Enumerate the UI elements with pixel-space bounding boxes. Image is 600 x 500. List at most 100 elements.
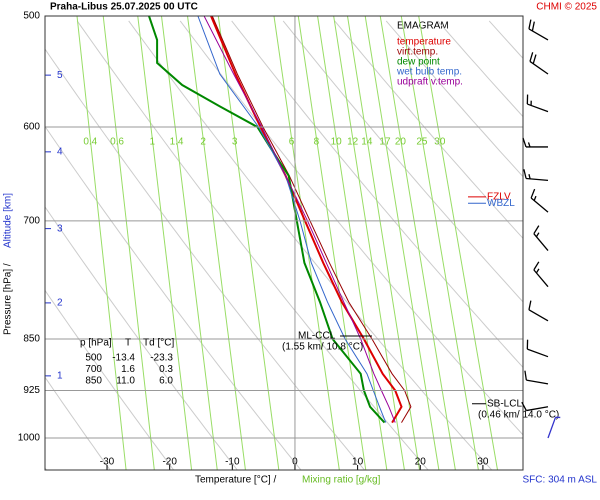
wind-barb <box>532 54 537 64</box>
x-axis-label: Temperature [°C] / <box>195 475 276 486</box>
wind-barb <box>522 137 527 148</box>
y-tick-label: 850 <box>23 334 40 345</box>
mixing-ratio-label: 12 <box>347 137 359 148</box>
y2-axis-label: Altitude [km] <box>3 193 14 248</box>
table-header: Td [°C] <box>143 338 174 349</box>
altitude-tick-label: 3 <box>57 223 63 234</box>
mixing-ratio-line <box>187 16 246 470</box>
annotation-detail: (1.55 km/ 10.8 °C) <box>282 342 363 353</box>
profile-line <box>210 16 403 424</box>
profile-line <box>203 16 396 423</box>
mixing-ratio-label: 10 <box>331 137 343 148</box>
dry-adiabat <box>541 21 600 470</box>
wind-staff <box>526 406 549 412</box>
legend-entry: dew point <box>397 57 440 68</box>
wind-staff <box>526 379 549 385</box>
mixing-ratio-label: 20 <box>395 137 407 148</box>
mixing-ratio-line <box>317 16 388 470</box>
profile-line <box>211 16 412 423</box>
footer: SFC: 304 m ASL <box>523 475 598 486</box>
plot-frame <box>44 15 524 471</box>
x-tick-label: 0 <box>292 457 298 468</box>
wind-staff <box>527 103 549 113</box>
mixing-ratio-label: 0.6 <box>110 137 124 148</box>
wind-staff <box>528 309 549 322</box>
credit: CHMI © 2025 <box>536 2 597 13</box>
table-header: p [hPa] <box>80 338 112 349</box>
mixing-ratio-label: 3 <box>232 137 238 148</box>
dry-adiabat <box>385 20 523 178</box>
mixing-ratio-label: 30 <box>434 137 446 148</box>
wind-barb <box>533 261 540 271</box>
mixing-ratio-line <box>217 16 280 470</box>
dry-adiabat <box>45 125 302 470</box>
legend-entry: udpraft v.temp. <box>397 77 463 88</box>
profile-line <box>197 16 387 423</box>
table-cell: 1.6 <box>121 364 135 375</box>
altitude-tick-label: 5 <box>57 70 63 81</box>
wind-barb <box>524 370 527 381</box>
mixing-ratio-line <box>76 16 127 470</box>
wind-barb <box>531 21 535 32</box>
annotation-detail: (0.46 km/ 14.0 °C) <box>478 409 559 420</box>
level-label: FZLV <box>487 192 511 203</box>
x-tick-label: -30 <box>100 457 115 468</box>
y-tick-label: 1000 <box>18 433 41 444</box>
table-cell: 11.0 <box>116 376 135 387</box>
altitude-tick-label: 1 <box>57 371 63 382</box>
mixing-ratio-line <box>400 16 479 470</box>
mixing-ratio-line <box>297 16 367 470</box>
dry-adiabat <box>45 206 238 470</box>
legend-entry: wet bulb temp. <box>396 67 462 78</box>
table-cell: 500 <box>85 353 102 364</box>
x-tick-label: 30 <box>477 457 489 468</box>
mixing-ratio-line <box>418 16 499 470</box>
mixing-ratio-label: 0.4 <box>83 137 97 148</box>
dry-adiabat <box>45 48 365 470</box>
dry-adiabat <box>76 20 429 470</box>
dry-adiabat <box>45 289 175 470</box>
y-axis-label: Pressure [hPa] / <box>3 263 14 335</box>
annotation-label: SB-LCL <box>487 398 522 409</box>
legend-title: EMAGRAM <box>397 21 449 32</box>
mixing-ratio-line <box>273 16 340 470</box>
mixing-ratio-line <box>160 16 218 470</box>
mixing-ratio-label: 8 <box>314 137 320 148</box>
altitude-tick-label: 4 <box>57 146 63 157</box>
wind-barb <box>530 188 536 199</box>
mixing-ratio-label: 1 <box>150 137 156 148</box>
wind-barb <box>528 19 532 30</box>
mixing-ratio-label: 17 <box>379 137 391 148</box>
mixing-ratio-label: 2 <box>200 137 206 148</box>
wind-barb <box>527 142 531 148</box>
mixing-ratio-label: 14 <box>361 137 373 148</box>
wind-barb <box>533 195 537 201</box>
mixing-ratio-line <box>379 16 456 470</box>
wind-staff <box>527 348 549 358</box>
legend-entry: temperature <box>397 37 451 48</box>
wind-staff <box>526 177 549 182</box>
annotation-label: ML-CCL <box>298 331 336 342</box>
altitude-tick-label: 2 <box>57 298 63 309</box>
wind-barb <box>523 169 527 179</box>
dry-adiabat <box>592 21 600 470</box>
wind-barb <box>535 268 540 274</box>
wind-barb <box>528 174 531 179</box>
y-tick-label: 500 <box>23 11 40 22</box>
dry-adiabat <box>334 20 523 240</box>
plot <box>45 16 600 470</box>
x2-axis-label: Mixing ratio [g/kg] <box>302 475 381 486</box>
dry-adiabat <box>282 20 523 303</box>
table-cell: 850 <box>85 376 102 387</box>
wind-barb <box>529 52 534 62</box>
x-tick-label: 10 <box>352 457 364 468</box>
mixing-ratio-line <box>102 16 155 470</box>
y-tick-label: 600 <box>23 122 40 133</box>
wind-staff <box>547 417 557 439</box>
x-tick-label: -10 <box>225 457 240 468</box>
mixing-ratio-label: 1.4 <box>170 137 184 148</box>
wind-barb <box>521 401 527 411</box>
mixing-ratio-line <box>364 16 440 470</box>
table-cell: 6.0 <box>159 376 173 387</box>
